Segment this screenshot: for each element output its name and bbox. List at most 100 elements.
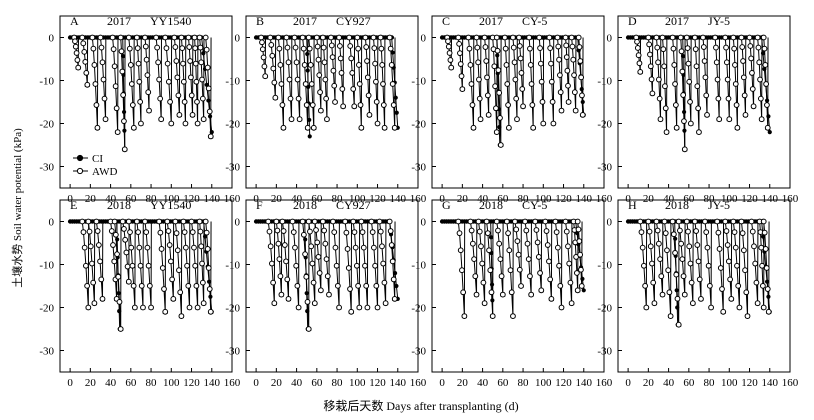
x-tick-label: 100	[535, 193, 552, 205]
awd-point	[322, 240, 329, 247]
x-tick-label: 160	[224, 377, 241, 389]
awd-point	[121, 146, 128, 153]
awd-point	[170, 296, 177, 302]
panel-letter: D	[628, 14, 637, 28]
awd-point	[368, 218, 375, 225]
awd-point	[203, 229, 210, 236]
awd-point	[90, 279, 97, 286]
ci-point	[394, 283, 399, 289]
awd-point	[316, 72, 323, 79]
awd-point	[305, 326, 312, 332]
awd-point	[701, 58, 708, 64]
awd-point	[510, 313, 516, 320]
awd-point	[638, 229, 645, 236]
x-tick-label: 120	[369, 193, 386, 205]
awd-point	[355, 282, 362, 289]
y-tick-label: 0	[49, 217, 55, 229]
awd-point	[657, 256, 663, 263]
awd-point	[481, 34, 488, 41]
legend-awd-marker	[76, 167, 84, 175]
awd-point	[691, 218, 698, 225]
awd-point	[685, 228, 691, 235]
awd-point	[661, 63, 668, 70]
awd-point	[302, 81, 309, 87]
x-tick-label: 60	[497, 377, 509, 389]
awd-point	[575, 226, 582, 233]
awd-point	[741, 92, 748, 99]
awd-point	[111, 258, 118, 265]
y-tick-label: -10	[225, 76, 240, 88]
awd-point	[694, 242, 701, 248]
awd-point	[470, 124, 477, 131]
awd-point	[703, 229, 710, 236]
awd-point	[653, 34, 660, 41]
awd-point	[706, 282, 713, 289]
awd-point	[686, 243, 693, 250]
awd-point	[364, 74, 371, 81]
awd-point	[301, 62, 308, 68]
awd-point	[198, 243, 205, 250]
awd-point	[758, 116, 765, 123]
awd-point	[193, 78, 200, 85]
awd-point	[677, 227, 683, 234]
awd-point	[281, 242, 288, 248]
x-tick-label: 0	[625, 377, 631, 389]
y-tick-label: 0	[235, 217, 241, 229]
awd-point	[387, 228, 394, 234]
panel-year: 2017	[293, 14, 317, 28]
awd-point	[480, 279, 487, 286]
awd-point	[366, 112, 373, 118]
awd-point	[371, 45, 378, 52]
x-tick-label: 140	[762, 193, 779, 205]
awd-point	[677, 34, 684, 41]
awd-point	[578, 74, 585, 81]
awd-point	[142, 218, 148, 225]
awd-point	[762, 62, 769, 68]
awd-point	[634, 45, 641, 51]
y-tick-label: -10	[597, 76, 612, 88]
awd-point	[645, 218, 652, 225]
y-tick-label: 0	[607, 217, 613, 229]
awd-point	[548, 296, 555, 302]
awd-point	[192, 60, 199, 67]
awd-point	[731, 229, 738, 236]
awd-point	[317, 287, 324, 294]
awd-point	[732, 244, 739, 251]
awd-point	[262, 73, 269, 80]
ci-point	[307, 134, 312, 139]
awd-point	[258, 34, 265, 41]
awd-point	[259, 39, 265, 46]
awd-point	[120, 92, 127, 98]
x-tick-label: 60	[125, 193, 137, 205]
awd-point	[665, 267, 672, 274]
awd-point	[267, 34, 274, 41]
awd-point	[692, 46, 699, 53]
awd-point	[379, 243, 385, 250]
x-axis-label: 移栽后天数 Days after transplanting (d)	[323, 398, 518, 413]
awd-point	[760, 34, 767, 41]
y-tick-label: -30	[411, 346, 426, 358]
awd-point	[180, 60, 186, 67]
awd-point	[293, 262, 300, 269]
awd-point	[527, 45, 533, 52]
awd-point	[206, 286, 213, 292]
awd-point	[112, 231, 119, 238]
awd-point	[350, 86, 357, 92]
y-tick-label: -30	[39, 346, 54, 358]
awd-point	[670, 45, 677, 52]
awd-point	[187, 58, 194, 64]
awd-point	[138, 282, 145, 289]
panel-letter: C	[442, 14, 450, 28]
awd-point	[740, 247, 747, 254]
awd-point	[705, 262, 712, 269]
y-axis-label: 土壤水势 Soil water potential (kPa)	[10, 128, 24, 288]
awd-point	[486, 247, 492, 254]
awd-point	[277, 273, 284, 280]
awd-point	[662, 83, 668, 90]
awd-point	[136, 244, 143, 251]
panel-cultivar: CY927	[336, 14, 371, 28]
awd-point	[679, 256, 686, 263]
awd-point	[317, 89, 323, 96]
